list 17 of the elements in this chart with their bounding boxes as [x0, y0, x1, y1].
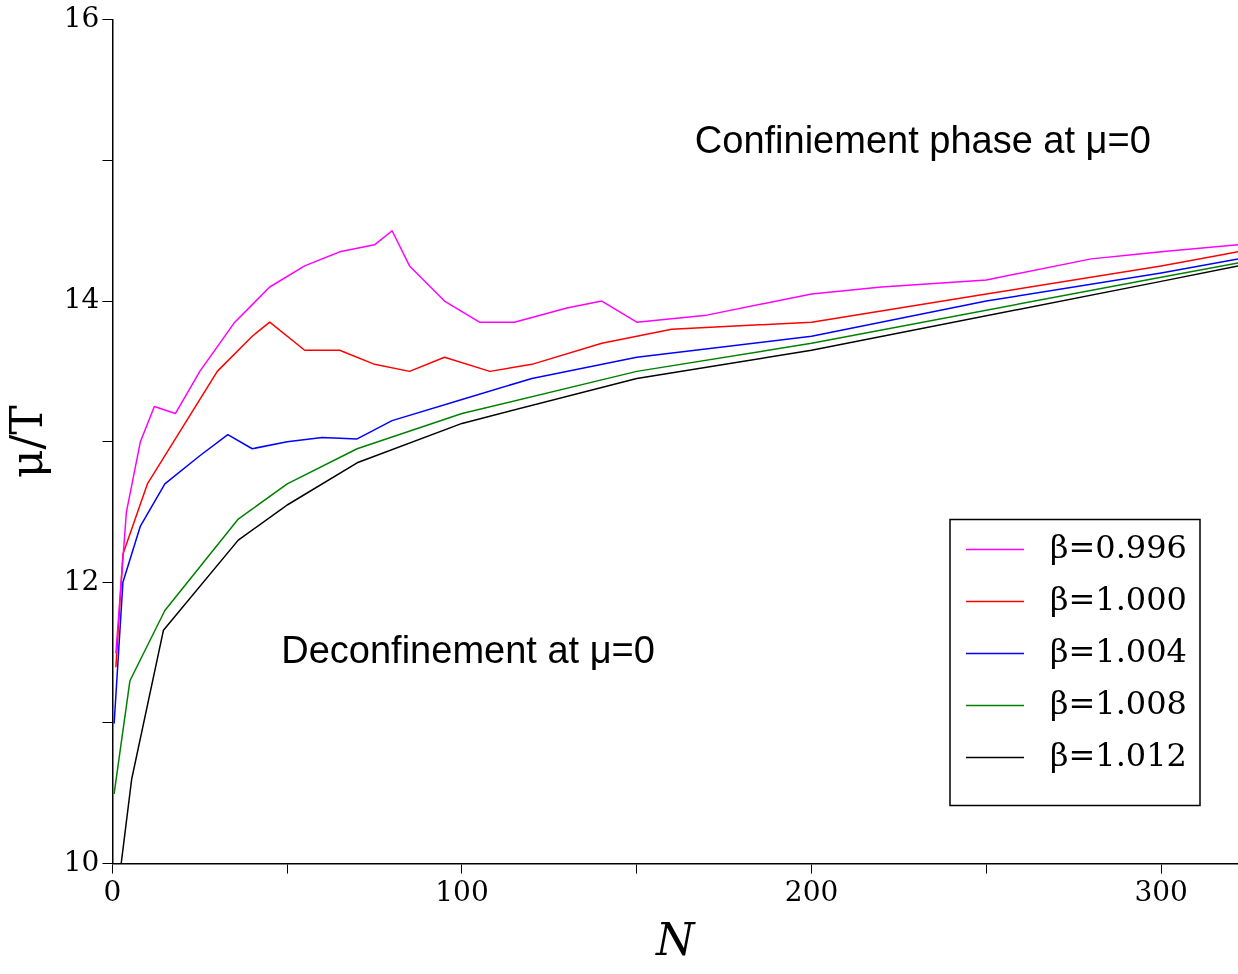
legend-label: β=1.000	[1050, 579, 1187, 618]
x-tick-label: 100	[435, 874, 489, 908]
y-tick-label: 10	[63, 844, 100, 878]
legend-label: β=1.008	[1050, 683, 1187, 722]
legend-label: β=1.012	[1050, 735, 1187, 774]
annotation: Confiniement phase at μ=0	[694, 118, 1151, 161]
legend-label: β=1.004	[1050, 631, 1187, 670]
x-tick-label: 300	[1134, 874, 1188, 908]
y-axis-title: μ/T	[0, 405, 52, 479]
x-axis-title: N	[654, 914, 696, 966]
x-tick-label: 200	[784, 874, 839, 908]
legend-label: β=0.996	[1050, 527, 1187, 566]
annotation: Deconfinement at μ=0	[281, 629, 655, 672]
y-tick-label: 14	[63, 282, 100, 316]
y-tick-label: 16	[63, 1, 100, 35]
y-tick-label: 12	[63, 563, 100, 597]
x-tick-label: 0	[103, 874, 122, 908]
